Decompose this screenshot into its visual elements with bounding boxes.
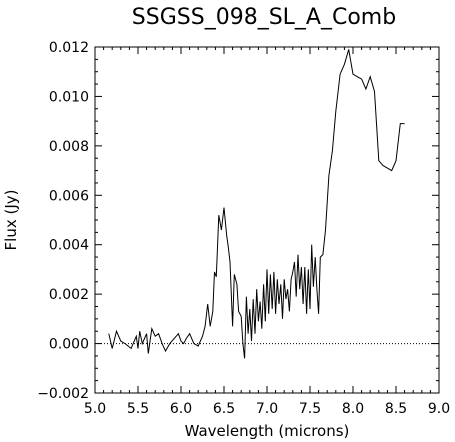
- x-tick-label: 5.0: [84, 401, 106, 417]
- y-tick-label: 0.012: [49, 40, 89, 56]
- x-tick-label: 9.0: [428, 401, 450, 417]
- x-tick-label: 5.5: [127, 401, 149, 417]
- y-tick-label: 0.010: [49, 89, 89, 105]
- plot-area-border: [94, 46, 440, 394]
- x-tick-label: 8.0: [342, 401, 364, 417]
- x-axis-label: Wavelength (microns): [185, 422, 350, 440]
- plot-frame: [94, 46, 440, 394]
- y-axis: −0.002 0.000 0.002 0.004 0.006 0.008 0.010 0.01…: [37, 40, 439, 402]
- x-axis: 5.0 5.5 6.0 6.5 7.0 7.5 8.0 8.5 9.0: [84, 47, 450, 417]
- y-tick-label: 0.008: [49, 139, 89, 155]
- x-tick-label: 6.0: [170, 401, 192, 417]
- flux-series-line: [108, 49, 405, 359]
- y-tick-label: 0.006: [49, 188, 89, 204]
- x-tick-label: 8.5: [385, 401, 407, 417]
- chart-title: SSGSS_098_SL_A_Comb: [132, 5, 396, 30]
- y-tick-label: 0.002: [49, 287, 89, 303]
- x-tick-label: 7.0: [256, 401, 278, 417]
- y-tick-label: −0.002: [37, 386, 89, 402]
- x-tick-label: 7.5: [299, 401, 321, 417]
- y-tick-label: 0.000: [49, 337, 89, 353]
- y-tick-label: 0.004: [49, 238, 89, 254]
- y-axis-label: Flux (Jy): [2, 190, 20, 251]
- x-tick-label: 6.5: [213, 401, 235, 417]
